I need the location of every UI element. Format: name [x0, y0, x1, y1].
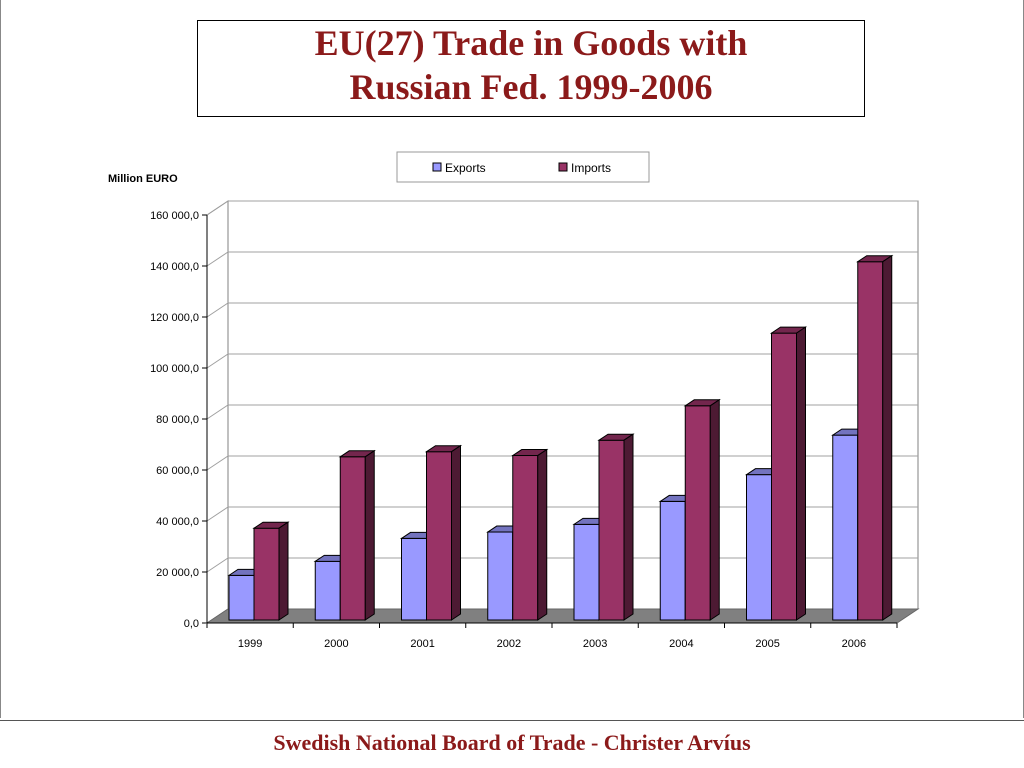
title-box: EU(27) Trade in Goods with Russian Fed. … — [197, 20, 865, 117]
bar-exports-2002 — [487, 531, 514, 621]
x-tick-label: 2003 — [583, 638, 607, 650]
bar-imports-1999 — [253, 527, 280, 621]
bar-exports-2005 — [746, 474, 772, 621]
bar-exports-2006 — [832, 434, 859, 621]
y-tick-label: 160 000,0 — [150, 210, 199, 222]
bar-exports-2003 — [573, 523, 600, 621]
legend-swatch-exports — [432, 162, 442, 172]
y-tick-label: 80 000,0 — [156, 414, 199, 426]
x-tick-label: 1999 — [238, 638, 262, 650]
x-tick-label: 2005 — [755, 638, 779, 650]
y-tick-label: 120 000,0 — [150, 312, 199, 324]
bar-side-imports-2005 — [796, 326, 806, 621]
y-axis-title: Million EURO — [108, 173, 178, 185]
x-tick-label: 2001 — [410, 638, 434, 650]
title-line-2: Russian Fed. 1999-2006 — [349, 67, 713, 107]
gridline — [206, 200, 918, 216]
y-tick-label: 100 000,0 — [150, 363, 199, 375]
legend-label-exports: Exports — [445, 161, 486, 175]
y-tick-label: 20 000,0 — [156, 567, 199, 579]
footer-rule — [0, 720, 1024, 721]
bar-exports-2000 — [314, 560, 341, 621]
x-tick-label: 2002 — [497, 638, 521, 650]
gridline — [206, 251, 918, 267]
x-tick-label: 2006 — [842, 638, 866, 650]
y-tick-label: 40 000,0 — [156, 516, 199, 528]
bar-imports-2005 — [771, 332, 797, 621]
bar-side-imports-2006 — [882, 254, 893, 621]
x-tick-label: 2004 — [669, 638, 693, 650]
bar-imports-2006 — [857, 261, 884, 621]
bar-imports-2000 — [339, 456, 366, 621]
bar-side-imports-1999 — [278, 521, 289, 621]
bar-exports-2004 — [659, 500, 686, 621]
bar-imports-2001 — [426, 451, 452, 621]
bar-imports-2003 — [598, 439, 625, 621]
bar-side-imports-2001 — [451, 444, 461, 621]
bar-side-imports-2002 — [537, 448, 548, 621]
chart: 0,0 20 000,0 40 000,0 60 000,0 80 000,0 100 0… — [108, 151, 920, 650]
bar-imports-2004 — [684, 405, 711, 621]
gridline — [206, 302, 918, 318]
footer-credit: Swedish National Board of Trade - Christ… — [273, 730, 751, 755]
title-line-1: EU(27) Trade in Goods with — [314, 23, 748, 63]
legend-swatch-imports — [558, 162, 568, 172]
bar-side-imports-2004 — [709, 398, 720, 621]
y-tick-label: 140 000,0 — [150, 261, 199, 273]
gridline — [206, 353, 918, 369]
y-tick-label: 0,0 — [184, 618, 199, 630]
bar-exports-1999 — [228, 574, 255, 621]
bar-exports-2001 — [401, 537, 427, 621]
bar-imports-2002 — [512, 455, 539, 621]
plot-floor — [205, 608, 920, 624]
bar-side-imports-2003 — [623, 433, 634, 621]
x-tick-label: 2000 — [324, 638, 348, 650]
bar-side-imports-2000 — [364, 449, 375, 621]
y-tick-label: 60 000,0 — [156, 465, 199, 477]
legend-label-imports: Imports — [571, 161, 611, 175]
